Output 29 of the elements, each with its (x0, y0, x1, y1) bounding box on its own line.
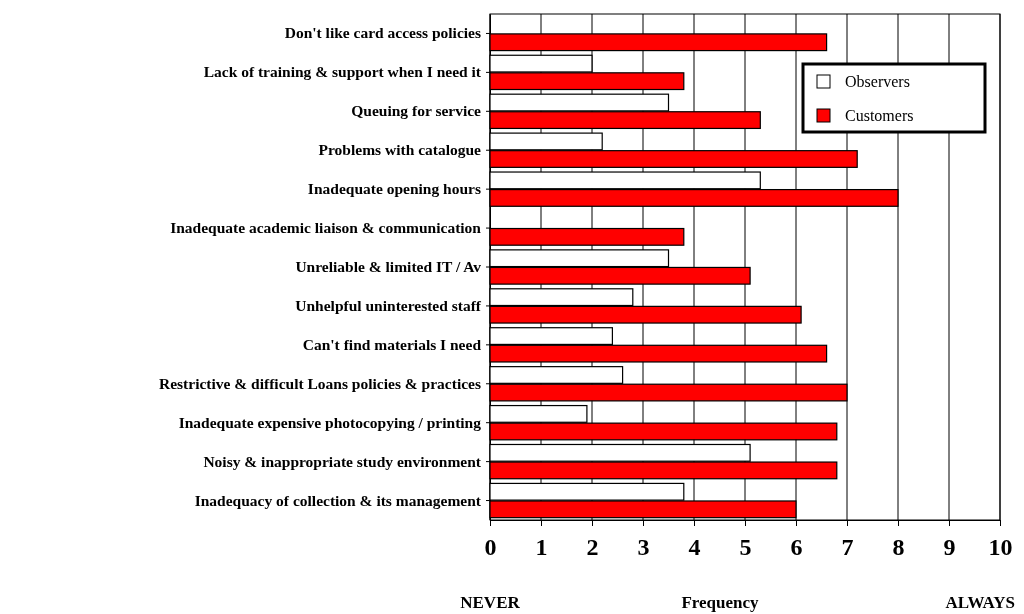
x-tick-label: 9 (943, 534, 956, 561)
x-tick-label: 2 (586, 534, 599, 561)
text: NEVER (460, 593, 521, 612)
y-tick-label: Unreliable & limited IT / Av (295, 257, 482, 275)
x-tick-label: 5 (739, 534, 752, 561)
x-tick-label: 8 (892, 534, 905, 561)
y-tick-label: Inadequate academic liaison & communication (170, 219, 482, 237)
y-tick-label: Problems with catalogue (318, 141, 482, 159)
x-axis-title: Frequency (681, 593, 760, 612)
x-tick-label: 7 (841, 534, 854, 561)
legend-label: Customers (845, 107, 914, 124)
y-tick-label: Unhelpful uninterested staff (295, 296, 482, 314)
x-tick-label: 3 (637, 534, 650, 561)
y-tick-label: Lack of training & support when I need it (203, 63, 482, 81)
y-tick-label: Noisy & inappropriate study environment (203, 452, 482, 470)
y-tick-label: Restrictive & difficult Loans policies & practices (159, 374, 481, 392)
y-tick-label: Don't like card access policies (284, 24, 481, 42)
legend-label: Observers (845, 73, 910, 90)
y-tick-label: Inadequacy of collection & its management (194, 491, 482, 509)
x-tick-label: 4 (688, 534, 701, 561)
y-tick-label: Inadequate expensive photocopying / printing (178, 413, 482, 431)
y-tick-label: Inadequate opening hours (307, 180, 481, 198)
text: ALWAYS (945, 593, 1015, 612)
x-tick-label: 1 (535, 534, 548, 561)
x-tick-label: 6 (790, 534, 803, 561)
x-tick-label: 0 (484, 534, 497, 561)
y-tick-label: Queuing for service (351, 102, 482, 120)
x-tick-label: 10 (988, 534, 1013, 561)
y-tick-label: Can't find materials I need (302, 335, 482, 353)
